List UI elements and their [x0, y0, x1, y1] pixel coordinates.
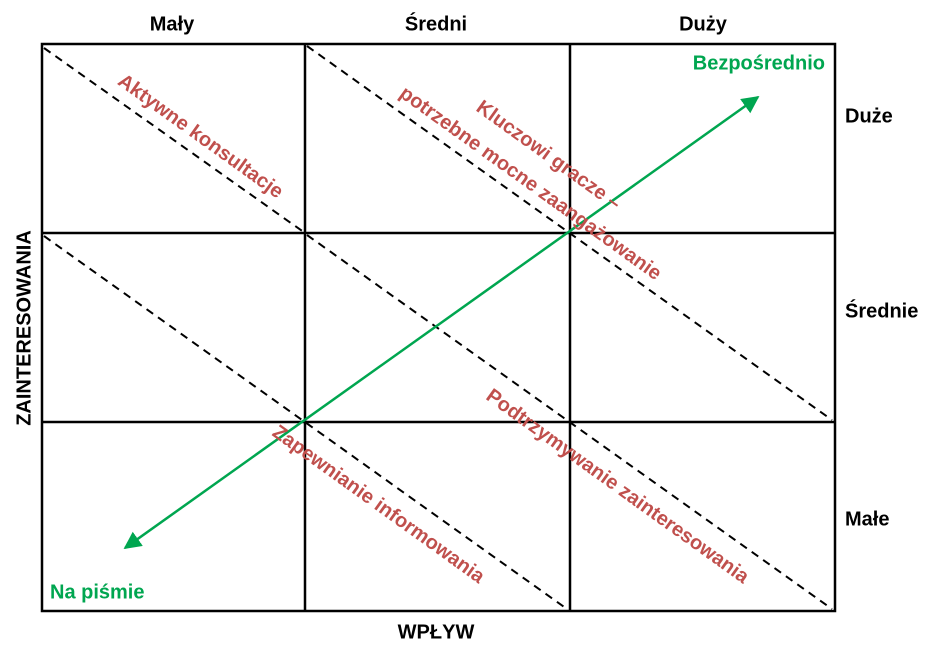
y-axis-label: ZAINTERESOWANIA — [13, 230, 35, 426]
grid-border — [40, 42, 837, 613]
zone-label: Zapewnianie informowania — [268, 421, 489, 589]
column-header: Średni — [405, 11, 467, 35]
column-header: Duży — [679, 13, 728, 35]
zone-label: Podtrzymywanie zainteresowania — [482, 385, 754, 589]
arrow-label: Na piśmie — [50, 581, 144, 603]
arrow-label: Bezpośrednio — [693, 52, 825, 74]
x-axis-label: WPŁYW — [398, 621, 475, 643]
divider — [43, 47, 306, 234]
zone-label: Aktywne konsultacje — [114, 70, 288, 203]
row-header: Średnie — [845, 298, 918, 322]
row-header: Duże — [845, 105, 893, 127]
direction-arrow — [123, 95, 760, 550]
zone-label: potrzebne mocne zaangażowanie — [395, 82, 665, 285]
column-header: Mały — [150, 13, 195, 35]
row-header: Małe — [845, 508, 889, 530]
